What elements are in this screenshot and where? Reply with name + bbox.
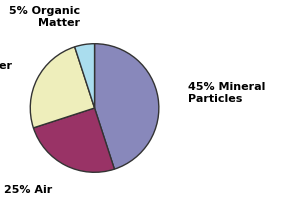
Wedge shape bbox=[30, 47, 95, 128]
Wedge shape bbox=[95, 44, 159, 169]
Text: 25% Air: 25% Air bbox=[4, 185, 53, 195]
Text: 5% Organic
Matter: 5% Organic Matter bbox=[9, 6, 80, 28]
Text: 25% Water: 25% Water bbox=[0, 61, 12, 71]
Wedge shape bbox=[34, 108, 114, 172]
Text: 45% Mineral
Particles: 45% Mineral Particles bbox=[188, 83, 265, 104]
Wedge shape bbox=[75, 44, 95, 108]
